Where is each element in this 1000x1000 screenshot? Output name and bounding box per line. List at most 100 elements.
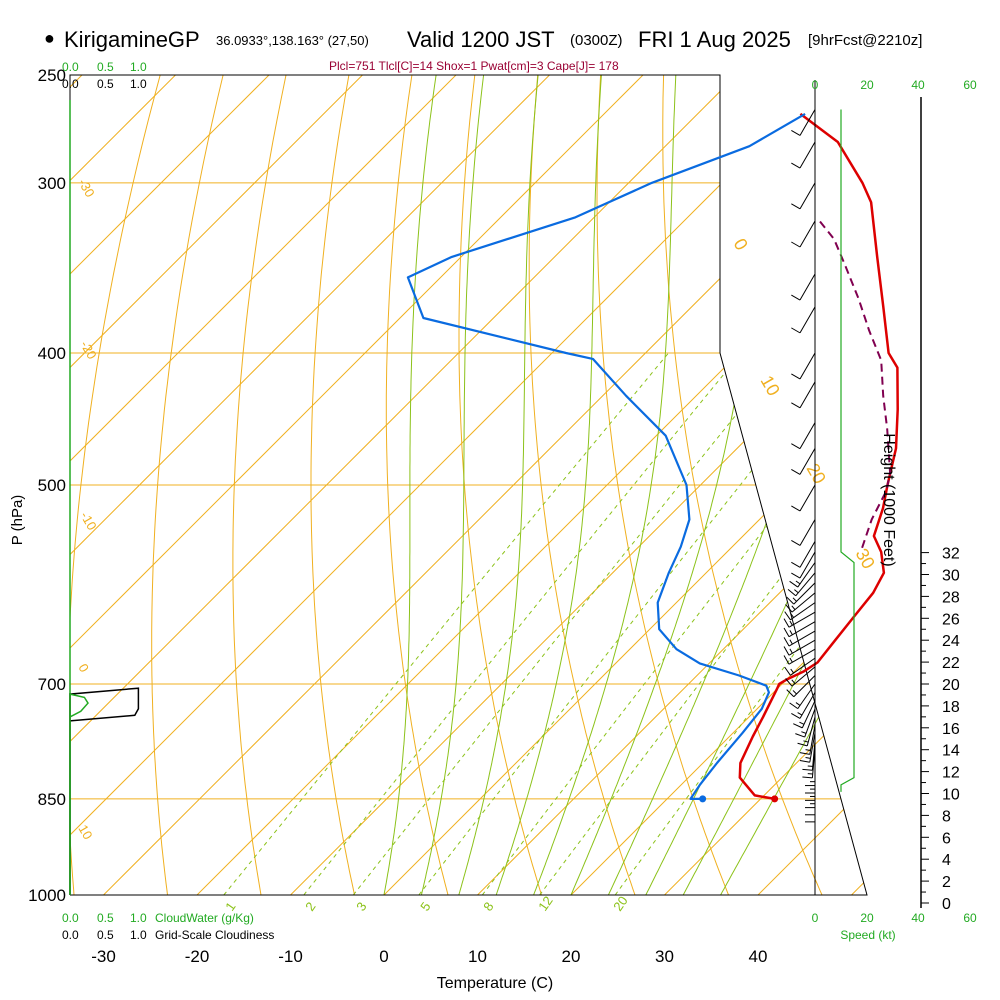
wind-barb xyxy=(784,657,816,676)
wind-barb xyxy=(789,683,816,710)
isotherm-line xyxy=(70,75,644,895)
adiabat-label: 10 xyxy=(757,372,784,399)
dry-adiabat-line xyxy=(310,75,362,895)
adiabat-label: -10 xyxy=(77,509,99,533)
cloudwater-label: CloudWater (g/Kg) xyxy=(155,911,254,925)
height-tick-label: 26 xyxy=(942,611,960,628)
wind-barb xyxy=(783,611,816,628)
adiabat-label: 0 xyxy=(75,661,92,675)
height-tick-label: 10 xyxy=(942,787,960,804)
wind-barb xyxy=(786,582,816,605)
temperature-tick-label: -30 xyxy=(91,947,116,966)
wind-barb xyxy=(791,109,816,136)
station-coords: 36.0933°,138.163° (27,50) xyxy=(216,33,369,48)
wind-barb xyxy=(791,422,816,450)
moist-adiabat-line xyxy=(458,75,542,895)
temperature-tick-label: 10 xyxy=(468,947,487,966)
cloudiness-scale-label: 0.0 xyxy=(62,77,79,91)
pressure-tick-label: 700 xyxy=(38,675,66,694)
height-tick-label: 8 xyxy=(942,808,951,825)
cloud-water-profile xyxy=(69,693,89,895)
x-axis-label: Temperature (C) xyxy=(437,975,553,992)
forecast-info: [9hrFcst@2210z] xyxy=(808,32,923,49)
isotherm-line xyxy=(290,75,867,895)
isotherm-line xyxy=(196,75,867,895)
temperature-tick-label: 20 xyxy=(562,947,581,966)
wind-barb xyxy=(791,141,816,169)
mixing-ratio-label: 5 xyxy=(417,899,433,914)
dry-adiabat-line xyxy=(662,75,836,895)
pressure-tick-label: 850 xyxy=(38,790,66,809)
dewpoint-line xyxy=(406,112,806,800)
moist-adiabat-line xyxy=(383,75,441,895)
isotherm-line xyxy=(70,75,363,895)
wind-scale-label: 40 xyxy=(911,78,925,92)
dry-adiabat-line xyxy=(596,75,741,895)
wind-barb xyxy=(783,648,816,665)
wind-barb xyxy=(799,724,816,755)
wind-barb xyxy=(797,716,816,747)
isotherm-line xyxy=(70,75,737,895)
isotherm-line xyxy=(477,75,867,895)
cloudiness-scale-label: 1.0 xyxy=(130,928,147,942)
cloud-cover-profile xyxy=(69,687,140,895)
height-tick-label: 2 xyxy=(942,874,951,891)
wind-barb xyxy=(802,740,816,771)
cloudwater-scale-label: 1.0 xyxy=(130,911,147,925)
temperature-tick-label: 40 xyxy=(749,947,768,966)
isotherm-line xyxy=(757,75,867,895)
wind-speed-label: Speed (kt) xyxy=(840,928,895,942)
wind-barb xyxy=(783,621,816,638)
surface-dewpoint-marker xyxy=(699,795,707,803)
adiabat-label: 0 xyxy=(730,235,752,254)
height-tick-label: 18 xyxy=(942,699,960,716)
station-dot-icon: ● xyxy=(44,28,55,48)
dry-adiabat-line xyxy=(385,75,457,895)
mixing-ratio-label: 12 xyxy=(535,893,556,913)
wind-barb xyxy=(802,747,816,779)
height-tick-label: 16 xyxy=(942,721,960,738)
wind-barb xyxy=(791,273,816,301)
height-tick-label: 32 xyxy=(942,546,960,563)
moist-adiabat-line xyxy=(533,75,678,895)
isotherm-line xyxy=(70,75,550,895)
pressure-tick-label: 250 xyxy=(38,66,66,85)
dry-adiabat-line xyxy=(232,75,292,895)
wind-barb xyxy=(793,700,816,729)
wind-barb xyxy=(791,692,816,719)
wind-barb xyxy=(783,630,816,647)
dry-adiabat-line xyxy=(151,75,230,895)
isotherm-line xyxy=(570,75,867,895)
pressure-tick-label: 1000 xyxy=(28,886,66,905)
wind-scale-label: 60 xyxy=(963,911,977,925)
zulu-time: (0300Z) xyxy=(570,32,623,49)
wind-barb xyxy=(791,541,816,568)
temperature-tick-label: -20 xyxy=(185,947,210,966)
wind-barb xyxy=(791,448,816,475)
cloudwater-scale-label: 0.5 xyxy=(97,60,114,74)
height-tick-label: 14 xyxy=(942,743,960,760)
temperature-line xyxy=(738,112,899,801)
cloudwater-scale-label: 0.5 xyxy=(97,911,114,925)
y-axis-label: P (hPa) xyxy=(9,495,26,546)
height-tick-label: 24 xyxy=(942,633,960,650)
wind-barb xyxy=(791,551,816,579)
cloudiness-scale-label: 0.5 xyxy=(97,77,114,91)
mixing-ratio-label: 3 xyxy=(353,899,369,914)
wind-barb xyxy=(784,602,816,621)
dry-adiabat-line xyxy=(850,75,867,895)
wind-barb xyxy=(805,755,816,787)
height-tick-label: 4 xyxy=(942,852,951,869)
wind-barb xyxy=(786,675,816,698)
wind-barb xyxy=(795,708,816,738)
pressure-tick-label: 400 xyxy=(38,344,66,363)
isotherm-line xyxy=(664,75,867,895)
height-tick-label: 0 xyxy=(942,896,951,913)
height-tick-label: 30 xyxy=(942,568,960,585)
cloudiness-label: Grid-Scale Cloudiness xyxy=(155,928,274,942)
wind-barb xyxy=(791,381,816,409)
dry-adiabat-line xyxy=(528,75,647,895)
moist-adiabat-line xyxy=(420,75,488,895)
wind-barb xyxy=(791,484,816,512)
